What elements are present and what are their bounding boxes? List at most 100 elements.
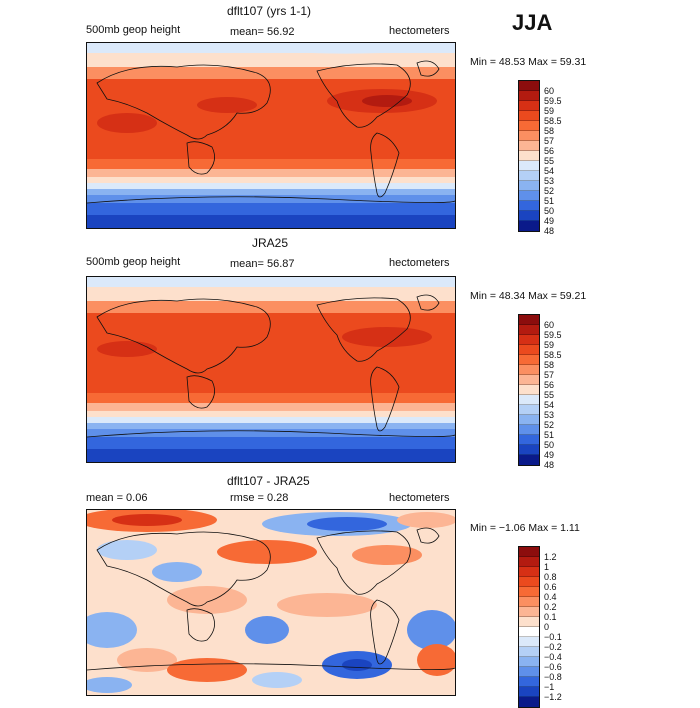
panel2-colorbar-label: 57 [544,370,555,380]
panel2-colorbar-swatch [519,325,539,335]
panel1-colorbar-swatch [519,101,539,111]
panel2-colorbar-swatch [519,385,539,395]
panel1-colorbar-label: 57 [544,136,555,146]
panel1-colorbar-swatch [519,91,539,101]
panel1-colorbar-swatch [519,181,539,191]
panel2-colorbar-swatch [519,395,539,405]
panel3-colorbar-swatch [519,597,539,607]
panel1-colorbar-label: 51 [544,196,555,206]
panel1-colorbar-label: 58.5 [544,116,562,126]
panel3-colorbar-swatch [519,547,539,557]
panel3-colorbar-label: 0.4 [544,592,557,602]
panel2-colorbar-label: 49 [544,450,555,460]
panel1-colorbar-label: 59.5 [544,96,562,106]
panel2-colorbar-label: 58 [544,360,555,370]
panel1-mean: mean= 56.92 [230,26,295,38]
panel1-coastlines [87,60,455,204]
panel2-map-svg [87,277,455,462]
panel1-minmax: Min = 48.53 Max = 59.31 [470,56,587,68]
panel2-field-label: 500mb geop height [86,256,181,268]
panel1-colorbar-label: 48 [544,226,555,236]
panel3-colorbar-swatch [519,657,539,667]
panel3-colorbar-label: 0.6 [544,582,557,592]
panel1-field-label: 500mb geop height [86,24,181,36]
panel2-colorbar-swatch [519,365,539,375]
panel3-colorbar: 1.2 1 0.8 0.6 0.4 0.2 0.1 0 −0.1 −0.2 −0.4 −0.6 −0.8… [518,546,562,708]
panel3-colorbar-label: 0.2 [544,602,557,612]
panel1-colorbar-swatch [519,81,539,91]
panel3-rmse: rmse = 0.28 [230,492,289,504]
panel3-colorbar-swatch [519,577,539,587]
panel2-units: hectometers [389,257,450,269]
panel3-map-svg [87,510,455,695]
panel1-colorbar-label: 56 [544,146,555,156]
panel1-colorbar-label: 53 [544,176,555,186]
panel3-minmax: Min = −1.06 Max = 1.11 [470,522,580,534]
panel2-colorbar-label: 60 [544,320,555,330]
panel3-colorbar-label: 0 [544,622,550,632]
panel2-colorbar-label: 54 [544,400,555,410]
panel2-colorbar-label: 56 [544,380,555,390]
panel2-colorbar-swatch [519,315,539,325]
panel3-colorbar-label: −0.2 [544,642,562,652]
panel3-colorbar-label: −0.1 [544,632,562,642]
panel2-colorbar-swatches [518,314,540,466]
panel3-colorbar-label: −0.4 [544,652,562,662]
panel1-units: hectometers [389,25,450,37]
panel2-colorbar: 60 59.5 59 58.5 58 57 56 55 54 53 52 51 50 49 48 [518,314,562,470]
panel1-colorbar-swatch [519,161,539,171]
panel2-colorbar-label: 52 [544,420,555,430]
panel3-colorbar-swatch [519,647,539,657]
season-label: JJA [512,10,553,35]
panel3-colorbar-swatch [519,697,539,707]
panel3-colorbar-label: −0.6 [544,662,562,672]
panel3-colorbar-swatch [519,667,539,677]
panel1-colorbar-swatch [519,171,539,181]
panel1-colorbar-swatch [519,211,539,221]
panel3-title: dflt107 - JRA25 [227,474,310,488]
panel1-title: dflt107 (yrs 1-1) [227,4,312,18]
panel3-colorbar-swatch [519,587,539,597]
panel1-colorbar-swatch [519,191,539,201]
panel1-colorbar-label: 50 [544,206,555,216]
panel2-minmax: Min = 48.34 Max = 59.21 [470,290,587,302]
panel1-map-svg [87,43,455,228]
panel3-colorbar-swatch [519,637,539,647]
panel2-colorbar-swatch [519,425,539,435]
panel2-colorbar-swatch [519,335,539,345]
panel3-colorbar-label: 1 [544,562,550,572]
panel2-colorbar-label: 55 [544,390,555,400]
panel1-colorbar-label: 60 [544,86,555,96]
panel3-colorbar-label: 0.8 [544,572,557,582]
panel3-colorbar-swatch [519,557,539,567]
panel2-coastlines [87,294,455,438]
panel2-colorbar-swatch [519,405,539,415]
panel1-colorbar-swatch [519,121,539,131]
panel1-colorbar-swatch [519,131,539,141]
panel3-map [86,509,456,696]
panel1-colorbar-label: 49 [544,216,555,226]
panel1-colorbar-swatch [519,111,539,121]
panel2-colorbar-swatch [519,355,539,365]
panel1-colorbar-label: 55 [544,156,555,166]
panel3-colorbar-swatch [519,567,539,577]
panel3-colorbar-label: 0.1 [544,612,557,622]
panel2-colorbar-label: 48 [544,460,555,470]
panel1-colorbar-swatches [518,80,540,232]
panel3-colorbar-label: −1.2 [544,692,562,702]
panel1-colorbar: 60 59.5 59 58.5 58 57 56 55 54 53 52 51 50 49 48 [518,80,562,236]
panel1-colorbar-label: 58 [544,126,555,136]
panel2-colorbar-swatch [519,375,539,385]
panel3-colorbar-label: −1 [544,682,555,692]
panel3-units: hectometers [389,492,450,504]
panel3-colorbar-swatches [518,546,540,708]
panel2-title: JRA25 [252,236,289,250]
panel3-colorbar-swatch [519,607,539,617]
panel2-colorbar-swatch [519,415,539,425]
panel1-colorbar-label: 54 [544,166,555,176]
panel1-colorbar-swatch [519,141,539,151]
panel3-coastlines [87,527,455,671]
panel2-colorbar-label: 58.5 [544,350,562,360]
panel1-colorbar-swatch [519,221,539,231]
panel3-colorbar-label: −0.8 [544,672,562,682]
